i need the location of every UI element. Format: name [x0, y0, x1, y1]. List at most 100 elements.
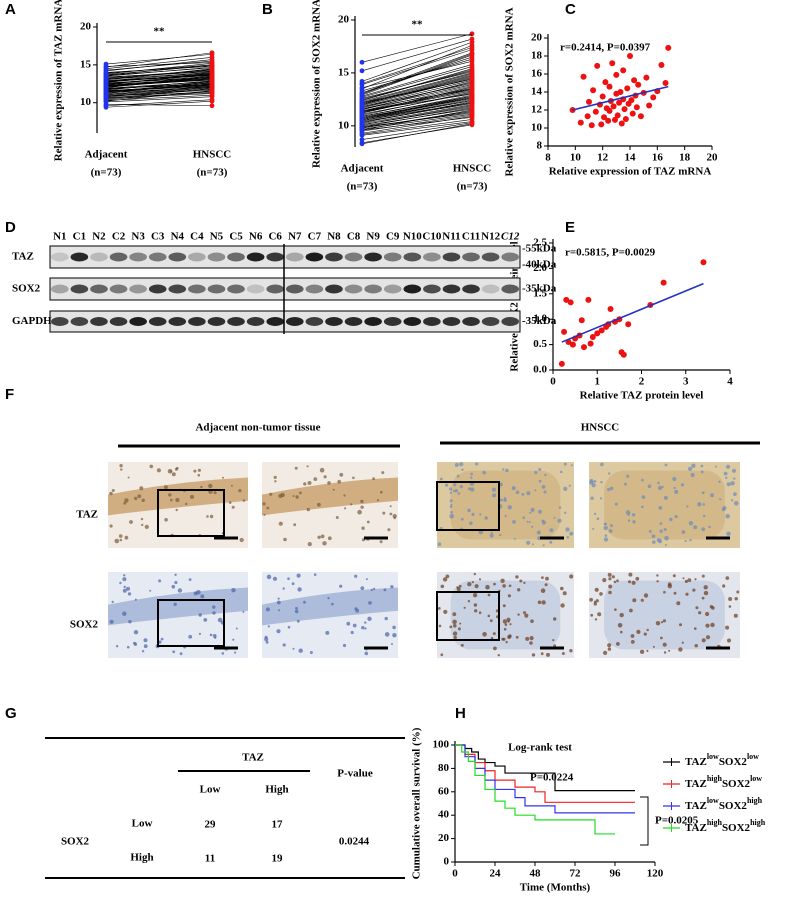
- nucleus: [212, 605, 216, 609]
- nucleus: [437, 542, 442, 546]
- nucleus: [335, 516, 339, 519]
- nucleus: [725, 464, 731, 469]
- nucleus: [727, 638, 731, 643]
- nucleus: [564, 511, 567, 514]
- nucleus: [489, 619, 493, 623]
- nucleus: [265, 607, 270, 612]
- nucleus: [380, 490, 383, 494]
- panel-letter: B: [262, 1, 273, 18]
- nucleus: [604, 534, 608, 537]
- nucleus: [392, 625, 396, 630]
- panel-letter: A: [5, 1, 16, 18]
- nucleus: [701, 491, 705, 495]
- band: [403, 284, 422, 294]
- nucleus: [364, 621, 367, 624]
- nucleus: [313, 573, 317, 576]
- band: [423, 284, 441, 294]
- band: [207, 252, 226, 262]
- nucleus: [158, 579, 162, 583]
- band: [481, 317, 500, 326]
- nucleus: [627, 519, 631, 522]
- nucleus: [381, 471, 385, 475]
- lane-label: C10: [422, 231, 441, 243]
- nucleus: [332, 488, 335, 491]
- lane-label: N10: [403, 231, 422, 243]
- point: [605, 117, 612, 124]
- category-label: HNSCC: [193, 149, 232, 161]
- nucleus: [613, 580, 617, 584]
- band: [344, 317, 363, 326]
- lane-label: C2: [112, 231, 126, 243]
- nucleus: [449, 513, 455, 519]
- lane-label: N8: [327, 231, 341, 243]
- pair-line: [361, 75, 473, 105]
- nucleus: [531, 543, 534, 546]
- lane-label: C5: [229, 231, 243, 243]
- fit-line: [561, 282, 704, 343]
- nucleus: [608, 472, 611, 475]
- band: [501, 284, 520, 294]
- pair-line: [105, 53, 213, 65]
- panel-letter: F: [5, 386, 14, 403]
- nucleus: [479, 513, 482, 516]
- nucleus: [538, 479, 542, 483]
- nucleus: [526, 540, 531, 545]
- nucleus: [691, 463, 696, 468]
- nucleus: [200, 485, 203, 489]
- nucleus: [714, 465, 717, 468]
- nucleus: [617, 623, 623, 628]
- nucleus: [663, 495, 668, 500]
- nucleus: [541, 485, 546, 489]
- nucleus: [660, 636, 663, 640]
- point: [602, 79, 609, 86]
- inset-box: [436, 591, 500, 641]
- nucleus: [470, 487, 475, 492]
- nucleus: [384, 632, 390, 637]
- nucleus: [599, 592, 603, 596]
- nucleus: [470, 472, 473, 476]
- nucleus: [295, 495, 299, 499]
- nucleus: [156, 468, 161, 473]
- lane-label: C6: [268, 231, 282, 243]
- nucleus: [354, 574, 358, 578]
- nucleus: [129, 520, 133, 524]
- dot: [209, 73, 215, 78]
- nucleus: [549, 540, 553, 544]
- panel-letter: C: [565, 1, 576, 18]
- epithelium: [262, 477, 398, 516]
- nucleus: [267, 625, 270, 628]
- nucleus: [541, 600, 546, 605]
- nucleus: [167, 469, 173, 474]
- lane-label: N4: [171, 231, 185, 243]
- pair-line: [361, 73, 473, 103]
- nucleus: [231, 588, 236, 593]
- band: [227, 252, 245, 262]
- nucleus: [669, 517, 673, 522]
- nucleus: [119, 464, 123, 468]
- nucleus: [175, 508, 178, 512]
- nucleus: [364, 651, 369, 656]
- nucleus: [534, 489, 537, 492]
- nucleus: [530, 619, 534, 623]
- nucleus: [493, 646, 497, 651]
- nucleus: [149, 464, 154, 469]
- nucleus: [170, 498, 173, 502]
- nucleus: [372, 477, 375, 480]
- dot: [359, 85, 365, 91]
- pair-line: [105, 64, 213, 76]
- nucleus: [134, 496, 138, 501]
- y-tick-label: 80: [438, 762, 450, 774]
- nucleus: [317, 535, 321, 539]
- tumor-nest: [604, 580, 725, 650]
- nucleus: [177, 588, 183, 593]
- nucleus: [500, 578, 505, 583]
- band: [364, 317, 382, 326]
- pair-line: [105, 100, 213, 108]
- dot: [103, 78, 109, 84]
- pair-line: [361, 94, 473, 117]
- panel-letter: D: [5, 219, 16, 236]
- lane-label: N1: [53, 231, 66, 243]
- x-tick-label: 96: [610, 868, 622, 880]
- nucleus: [566, 536, 570, 539]
- nucleus: [317, 502, 321, 507]
